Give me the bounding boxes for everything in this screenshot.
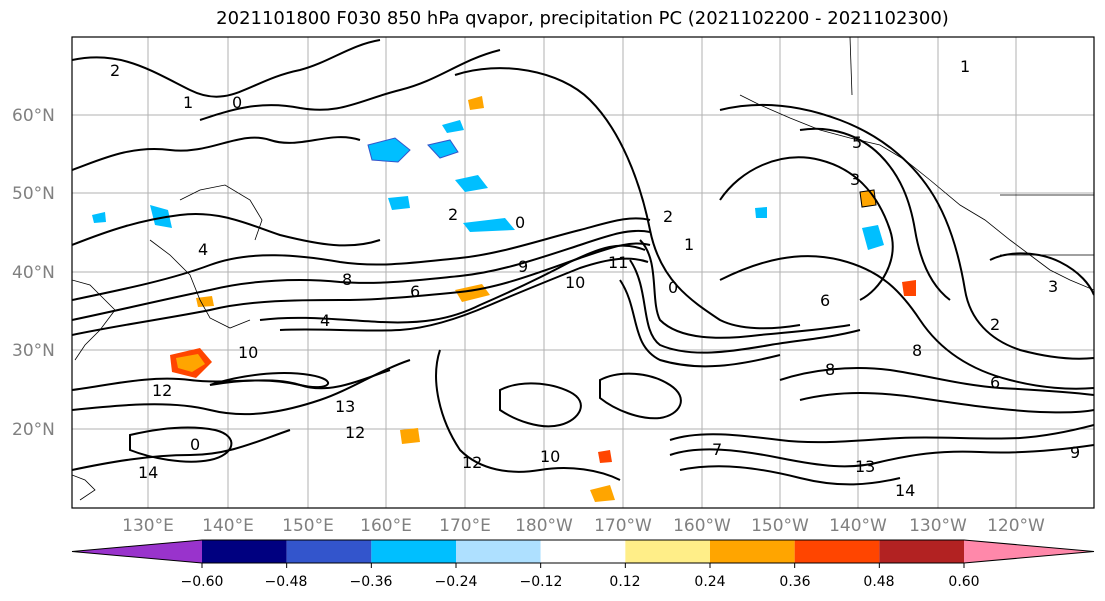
- qvapor-contours: [72, 39, 1094, 486]
- contour-label: 14: [895, 481, 915, 500]
- colorbar-segment: [540, 540, 626, 563]
- contour-label: 13: [335, 397, 355, 416]
- contour-label: 3: [850, 170, 860, 189]
- latitude-labels: 60°N 50°N 40°N 30°N 20°N: [12, 106, 55, 440]
- contour-label: 6: [410, 282, 420, 301]
- contour-label: 12: [462, 453, 482, 472]
- contour-label: 0: [232, 93, 242, 112]
- contour-label: 14: [138, 463, 158, 482]
- colorbar-segment: [879, 540, 964, 563]
- contour-label: 10: [238, 343, 258, 362]
- lon-label: 160°E: [360, 516, 412, 536]
- colorbar-tick-label: 0.48: [863, 574, 894, 590]
- contour-label: 4: [320, 311, 330, 330]
- colorbar-segment: [625, 540, 710, 563]
- contour-label: 13: [855, 457, 875, 476]
- lat-label: 40°N: [12, 263, 55, 283]
- colorbar-tick-label: −0.24: [435, 574, 478, 590]
- contour-label: 10: [540, 447, 560, 466]
- contour-label: 7: [712, 440, 722, 459]
- lat-label: 30°N: [12, 341, 55, 361]
- precip-shading: [92, 96, 916, 502]
- lat-label: 50°N: [12, 184, 55, 204]
- longitude-labels: 130°E 140°E 150°E 160°E 170°E 180°W 170°…: [122, 516, 1045, 536]
- contour-label: 12: [345, 423, 365, 442]
- lon-label: 170°E: [439, 516, 491, 536]
- contour-label: 1: [183, 93, 193, 112]
- colorbar-segment: [72, 540, 202, 563]
- contour-label: 2: [663, 207, 673, 226]
- contour-label: 10: [565, 273, 585, 292]
- colorbar-tick-label: 0.36: [779, 574, 810, 590]
- colorbar-tick-label: −0.12: [520, 574, 563, 590]
- colorbar-tick-labels: −0.60 −0.48 −0.36 −0.24 −0.12 0.12 0.24 …: [181, 574, 980, 590]
- contour-label: 0: [190, 435, 200, 454]
- colorbar-segment: [710, 540, 795, 563]
- contour-label: 12: [152, 381, 172, 400]
- contour-label: 0: [515, 213, 525, 232]
- contour-label: 6: [820, 291, 830, 310]
- lat-label: 60°N: [12, 106, 55, 126]
- lon-label: 170°W: [594, 516, 652, 536]
- lon-label: 150°W: [751, 516, 809, 536]
- contour-label: 8: [912, 341, 922, 360]
- contour-label: 2: [110, 61, 120, 80]
- colorbar: [71, 539, 1095, 568]
- contour-label: 3: [1048, 277, 1058, 296]
- lon-label: 130°W: [909, 516, 967, 536]
- contour-label: 1: [684, 235, 694, 254]
- contour-label: 8: [825, 360, 835, 379]
- colorbar-tick-label: 0.60: [948, 574, 979, 590]
- lon-label: 160°W: [673, 516, 731, 536]
- contour-label: 6: [990, 373, 1000, 392]
- map-title: 2021101800 F030 850 hPa qvapor, precipit…: [216, 8, 949, 29]
- plot-border: [71, 36, 1095, 509]
- contour-label: 4: [198, 240, 208, 259]
- colorbar-segment: [794, 540, 880, 563]
- colorbar-tick-label: −0.60: [181, 574, 224, 590]
- contour-label: 11: [608, 253, 628, 272]
- colorbar-segment: [202, 540, 287, 563]
- contour-labels: 2 1 0 5 3 2 0 1 4 0 2 8 6 9 11 10 6 8 4 …: [110, 57, 1080, 500]
- contour-label: 8: [342, 270, 352, 289]
- lat-label: 20°N: [12, 420, 55, 440]
- lon-label: 130°E: [122, 516, 174, 536]
- colorbar-tick-label: −0.48: [265, 574, 308, 590]
- colorbar-segment: [286, 540, 372, 563]
- lon-label: 140°W: [829, 516, 887, 536]
- contour-label: 1: [960, 57, 970, 76]
- contour-label: 0: [668, 278, 678, 297]
- contour-label: 5: [852, 133, 862, 152]
- lon-label: 180°W: [515, 516, 573, 536]
- colorbar-segment: [371, 540, 456, 563]
- lon-label: 150°E: [282, 516, 334, 536]
- colorbar-tick-label: −0.36: [350, 574, 393, 590]
- colorbar-segment: [456, 540, 541, 563]
- contour-label: 9: [1070, 443, 1080, 462]
- colorbar-tick-label: 0.24: [694, 574, 725, 590]
- lon-label: 120°W: [987, 516, 1045, 536]
- gridlines: [72, 37, 1094, 508]
- colorbar-segment: [964, 540, 1094, 563]
- contour-label: 2: [448, 205, 458, 224]
- lon-label: 140°E: [202, 516, 254, 536]
- contour-label: 9: [518, 257, 528, 276]
- colorbar-tick-label: 0.12: [609, 574, 640, 590]
- contour-label: 2: [990, 315, 1000, 334]
